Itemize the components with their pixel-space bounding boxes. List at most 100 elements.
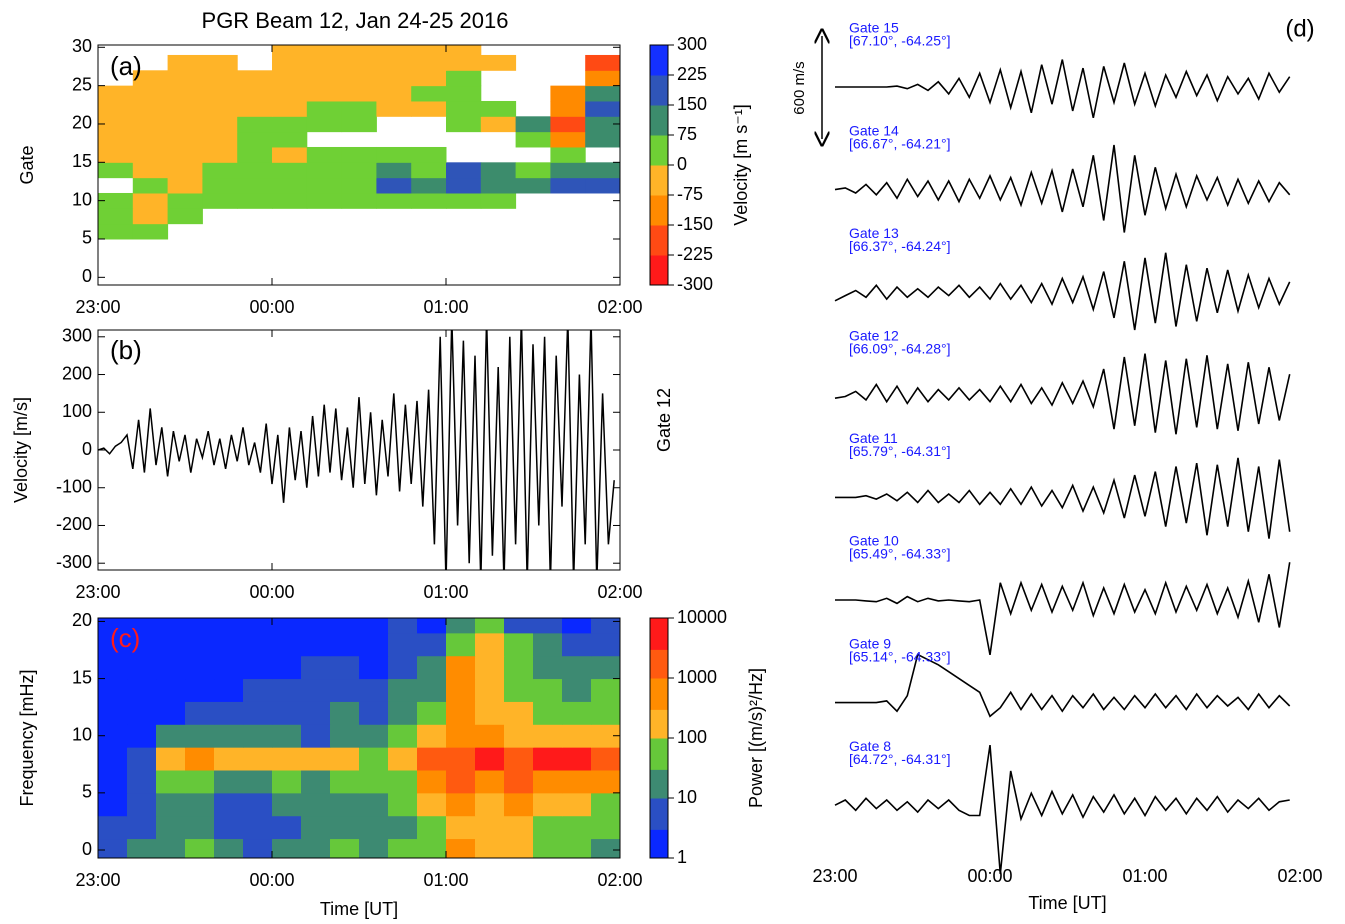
heat-cell: [446, 724, 476, 748]
heat-cell: [585, 54, 620, 71]
heat-cell: [388, 792, 418, 817]
heat-cell: [446, 678, 476, 702]
x-tick-label: 00:00: [249, 582, 294, 602]
heat-cell: [243, 792, 273, 817]
heat-cell: [167, 116, 203, 133]
heat-cell: [480, 100, 517, 117]
y-tick-label: 0: [82, 439, 92, 459]
heat-cell: [475, 747, 505, 771]
heat-cell: [214, 632, 244, 657]
heat-cell: [156, 655, 186, 680]
y-tick-label: -200: [56, 514, 92, 534]
heat-cell: [550, 131, 586, 148]
heat-cell: [243, 618, 273, 634]
heat-cell: [562, 792, 592, 817]
heat-cell: [504, 770, 534, 794]
y-tick-label: 5: [82, 782, 92, 802]
heat-cell: [515, 177, 551, 194]
heat-cell: [585, 85, 620, 102]
heat-cell: [550, 177, 586, 194]
heat-cell: [202, 146, 238, 163]
colorbar-band: [650, 829, 668, 859]
x-tick-label: 00:00: [967, 866, 1012, 886]
heat-cell: [417, 724, 447, 748]
heat-cell: [243, 724, 273, 748]
heat-cell: [127, 701, 157, 725]
heat-cell: [98, 116, 134, 133]
heat-cell: [504, 747, 534, 771]
heat-cell: [562, 618, 592, 634]
heat-cell: [237, 131, 273, 148]
heat-cell: [417, 747, 447, 771]
heat-cell: [132, 208, 169, 225]
heat-cell: [376, 70, 412, 87]
gate-name: Gate 9: [849, 635, 891, 651]
panel-label: (c): [110, 623, 140, 653]
heat-cell: [185, 655, 215, 680]
y-axis-label: Gate: [17, 145, 37, 184]
heat-cell: [185, 815, 215, 840]
y-tick-label: 200: [62, 363, 92, 383]
heat-cell: [550, 162, 586, 179]
heat-cell: [388, 701, 418, 725]
heat-cell: [127, 678, 157, 702]
heat-cell: [98, 208, 134, 225]
heat-cell: [272, 100, 308, 117]
heat-cell: [341, 162, 377, 179]
heat-cell: [446, 792, 476, 817]
heat-cell: [359, 724, 389, 748]
heat-cell: [306, 162, 343, 179]
heat-cell: [550, 100, 586, 117]
gate-coords: [67.10°, -64.25°]: [849, 33, 951, 49]
heat-cell: [306, 192, 343, 209]
colorbar-tick-label: -225: [677, 244, 713, 264]
heat-cell: [417, 815, 447, 840]
heat-cell: [202, 131, 238, 148]
heat-cell: [330, 815, 360, 840]
heat-cell: [272, 116, 308, 133]
heat-cell: [388, 815, 418, 840]
heat-cell: [504, 655, 534, 680]
heat-cell: [272, 724, 302, 748]
heat-cell: [533, 678, 563, 702]
heat-cell: [272, 70, 308, 87]
heat-cell: [591, 632, 620, 657]
heat-cell: [306, 70, 343, 87]
heat-cell: [533, 632, 563, 657]
x-tick-label: 01:00: [1122, 866, 1167, 886]
heat-cell: [330, 724, 360, 748]
colorbar-tick-label: -150: [677, 214, 713, 234]
heat-cell: [306, 85, 343, 102]
heat-cell: [388, 747, 418, 771]
heat-cell: [272, 618, 302, 634]
colorbar-tick-label: 100: [677, 727, 707, 747]
heat-cell: [98, 85, 134, 102]
colorbar-tick-label: 1000: [677, 667, 717, 687]
heat-cell: [214, 678, 244, 702]
heat-cell: [446, 815, 476, 840]
heat-cell: [359, 632, 389, 657]
heat-cell: [127, 632, 157, 657]
heat-cell: [202, 100, 238, 117]
heat-cell: [446, 45, 482, 56]
y-tick-label: 10: [72, 189, 92, 209]
heat-cell: [475, 792, 505, 817]
chart-title: PGR Beam 12, Jan 24-25 2016: [202, 8, 509, 33]
gate-trace: [834, 144, 1291, 233]
heat-cell: [591, 770, 620, 794]
heat-cell: [167, 192, 203, 209]
heat-cell: [388, 724, 418, 748]
heat-cell: [306, 100, 343, 117]
heat-cell: [504, 701, 534, 725]
heat-cell: [446, 655, 476, 680]
heat-cell: [562, 724, 592, 748]
heat-cell: [301, 724, 331, 748]
heat-cell: [167, 100, 203, 117]
heat-cell: [167, 70, 203, 87]
gate-trace: [835, 653, 1291, 718]
heat-cell: [591, 655, 620, 680]
heat-cell: [127, 770, 157, 794]
heat-cell: [562, 632, 592, 657]
heat-cell: [156, 792, 186, 817]
